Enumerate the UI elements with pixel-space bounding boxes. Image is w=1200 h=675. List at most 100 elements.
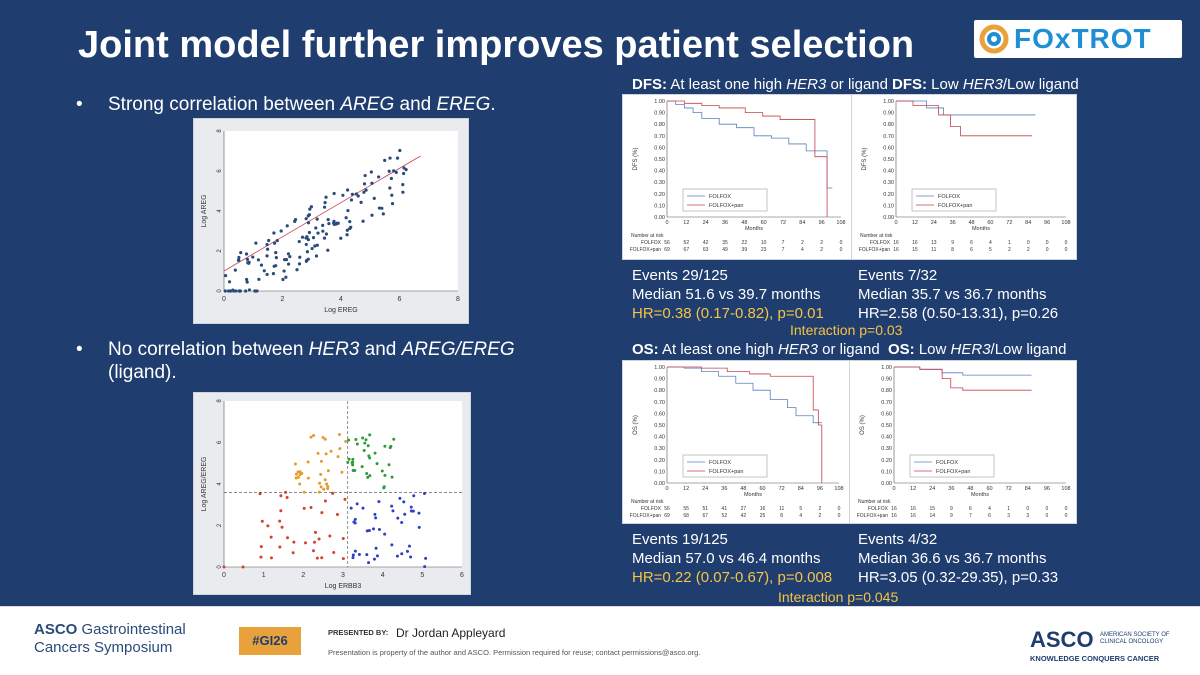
blue-point: [398, 496, 402, 500]
risk-count: 15: [912, 247, 918, 253]
orange-point: [326, 487, 330, 491]
scatter-point: [244, 289, 248, 293]
x-tick-label: 0: [892, 486, 895, 492]
risk-group-label: FOLFOX+pan: [630, 513, 661, 519]
scatter-point: [304, 242, 308, 247]
risk-count: 0: [1027, 240, 1030, 246]
x-tick-label: 96: [817, 486, 823, 492]
risk-count: 42: [703, 240, 709, 246]
curve-folfox-pan: [667, 366, 823, 483]
green-point: [351, 463, 355, 467]
scatter-point: [234, 289, 238, 293]
green-point: [392, 437, 396, 441]
scatter-point: [265, 247, 270, 251]
blue-point: [377, 528, 381, 532]
scatter-point: [223, 274, 228, 278]
orange-point: [317, 490, 321, 494]
y-tick-label: 0.80: [881, 388, 892, 394]
scatter-point: [321, 223, 325, 227]
y-tick-label: 0.50: [883, 157, 894, 163]
scatter-point: [274, 256, 278, 260]
scatter-point: [293, 219, 297, 224]
dfs-low-stats: Events 7/32 Median 35.7 vs 36.7 months H…: [858, 266, 1058, 323]
os-low-stats: Events 4/32 Median 36.6 vs 36.7 months H…: [858, 530, 1058, 587]
y-tick-label: 0.00: [883, 215, 894, 221]
green-point: [354, 437, 358, 441]
x-tick-label: 108: [834, 486, 843, 492]
risk-count: 55: [683, 506, 689, 512]
blue-point: [377, 500, 381, 504]
orange-point: [302, 490, 306, 494]
orange-point: [294, 472, 298, 476]
green-point: [366, 475, 370, 479]
scatter-point: [297, 239, 301, 244]
scatter-point: [390, 193, 394, 197]
scatter-point: [321, 229, 325, 233]
y-tick-label: 0.40: [883, 169, 894, 175]
scatter-point: [372, 196, 376, 200]
dfs-low-events: Events 7/32: [858, 267, 938, 284]
scatter-point: [313, 244, 317, 248]
legend-box: [682, 454, 768, 478]
scatter-point: [361, 219, 365, 223]
scatter-point: [265, 254, 269, 258]
risk-count: 11: [779, 506, 784, 512]
scatter-point: [326, 248, 330, 252]
blue-point: [361, 506, 365, 510]
scatter-point: [306, 237, 310, 242]
scatter-point: [284, 258, 289, 262]
x-tick-label: 108: [1061, 220, 1070, 226]
blue-point: [372, 557, 376, 561]
y-tick-label: 1.00: [654, 365, 665, 371]
y-tick-label: 1.00: [883, 99, 894, 105]
risk-count: 51: [702, 506, 708, 512]
blue-point: [423, 565, 427, 569]
orange-point: [296, 475, 300, 479]
scatter-point: [245, 277, 249, 282]
y-tick-label: 0.80: [654, 388, 665, 394]
y-tick-label: 0.80: [654, 122, 665, 128]
scatter-point: [383, 158, 387, 162]
y-tick-label: 0.50: [881, 423, 892, 429]
scatter-point: [223, 289, 227, 293]
scatter-point: [305, 250, 310, 254]
x-tick-label: 0: [665, 220, 668, 226]
risk-count: 6: [969, 506, 972, 512]
scatter-point: [284, 275, 288, 279]
y-tick-label: 6: [217, 169, 223, 173]
risk-count: 23: [761, 247, 767, 253]
risk-count: 7: [969, 513, 972, 519]
orange-point: [319, 459, 323, 463]
risk-group-label: FOLFOX+pan: [630, 247, 661, 253]
y-axis-label: DFS (%): [633, 148, 639, 171]
red-point: [331, 491, 335, 495]
scatter-point: [388, 186, 392, 190]
red-point: [269, 556, 273, 560]
scatter-point: [304, 217, 308, 221]
curve-folfox-pan: [896, 100, 1032, 137]
risk-title: Number at risk: [858, 499, 891, 505]
legend-label: FOLFOX+pan: [709, 203, 743, 209]
y-tick-label: 0.20: [881, 458, 892, 464]
os-high-hr: HR=0.22 (0.07-0.67), p=0.008: [632, 569, 833, 586]
x-tick-label: 12: [683, 220, 689, 226]
green-point: [383, 444, 387, 448]
scatter-point: [253, 289, 257, 293]
legend-box: [911, 188, 997, 212]
scatter-point: [309, 205, 314, 209]
scatter-point: [362, 190, 366, 194]
green-point: [362, 448, 366, 452]
risk-count: 27: [741, 506, 747, 512]
risk-count: 0: [838, 506, 841, 512]
y-tick-label: 0.00: [881, 481, 892, 487]
y-tick-label: 0.40: [881, 435, 892, 441]
risk-count: 0: [1045, 513, 1048, 519]
orange-point: [306, 476, 310, 480]
x-axis-label: Months: [971, 492, 989, 498]
y-tick-label: 6: [217, 440, 223, 444]
green-point: [355, 442, 359, 446]
orange-point: [323, 437, 327, 441]
scatter-point: [316, 231, 320, 235]
risk-count: 0: [1065, 240, 1068, 246]
km-os-high: 0.00 0.10 0.20 0.30 0.40 0.50 0.60 0.70 0.80 0.90…: [622, 360, 850, 524]
